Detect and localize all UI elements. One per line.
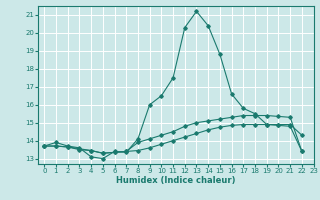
X-axis label: Humidex (Indice chaleur): Humidex (Indice chaleur): [116, 176, 236, 185]
